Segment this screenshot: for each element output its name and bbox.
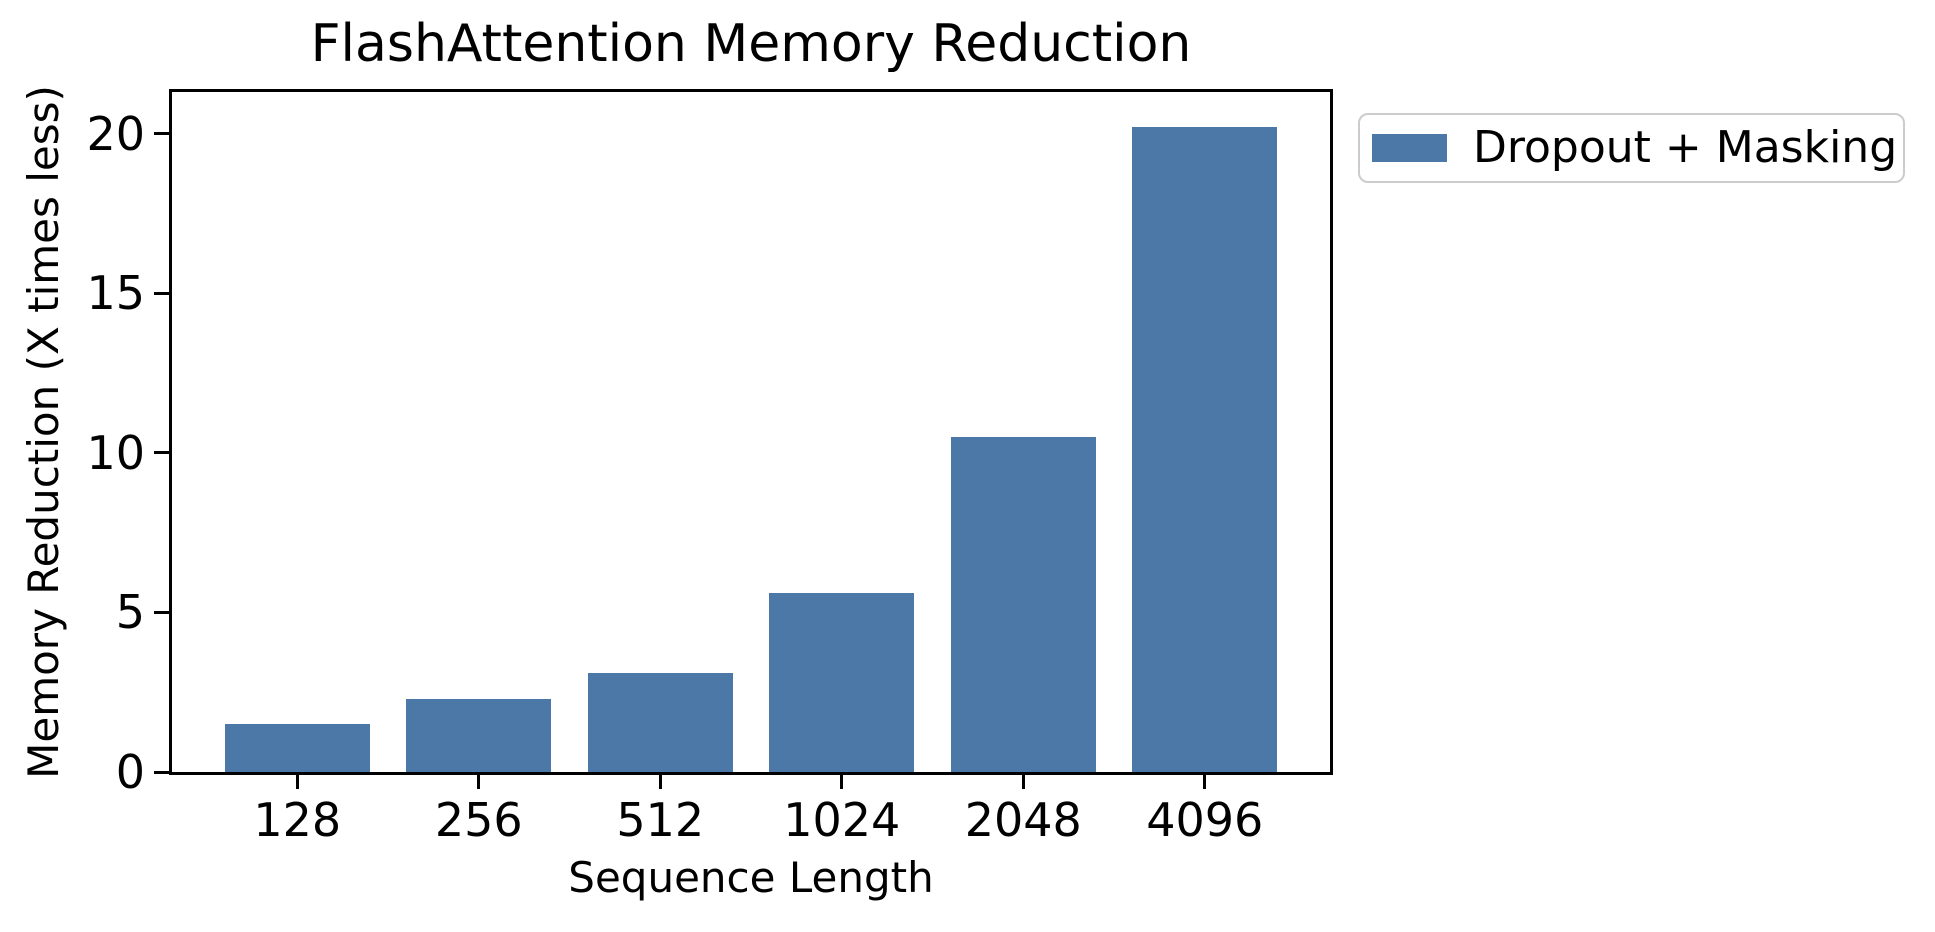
chart-title: FlashAttention Memory Reduction xyxy=(310,14,1192,74)
y-tick-20 xyxy=(154,132,169,135)
legend: Dropout + Masking xyxy=(1358,113,1905,183)
legend-label: Dropout + Masking xyxy=(1473,122,1898,173)
bar-128 xyxy=(224,724,370,772)
x-axis-label: Sequence Length xyxy=(568,853,934,902)
bar-2048 xyxy=(950,436,1096,772)
legend-swatch xyxy=(1372,134,1447,162)
y-tick-label-5: 5 xyxy=(115,585,145,640)
y-tick-10 xyxy=(154,451,169,455)
x-tick-128 xyxy=(295,774,299,789)
x-tick-512 xyxy=(658,774,662,789)
y-tick-0 xyxy=(154,770,169,774)
y-tick-label-10: 10 xyxy=(86,425,145,480)
y-tick-15 xyxy=(154,291,169,295)
y-tick-label-20: 20 xyxy=(86,106,145,161)
x-tick-1024 xyxy=(840,774,844,789)
plot-area xyxy=(172,92,1330,772)
y-tick-5 xyxy=(154,610,169,614)
bar-512 xyxy=(587,673,733,772)
x-tick-4096 xyxy=(1203,774,1207,789)
x-tick-256 xyxy=(477,774,481,789)
y-tick-label-0: 0 xyxy=(115,745,145,799)
x-tick-label-256: 256 xyxy=(434,793,523,847)
x-tick-label-128: 128 xyxy=(253,793,342,847)
x-tick-label-4096: 4096 xyxy=(1146,793,1264,847)
bar-4096 xyxy=(1132,127,1278,772)
bar-256 xyxy=(406,698,552,772)
x-tick-label-1024: 1024 xyxy=(783,793,901,847)
bar-1024 xyxy=(769,593,915,772)
x-tick-label-512: 512 xyxy=(616,793,705,847)
x-tick-2048 xyxy=(1021,774,1025,789)
x-tick-label-2048: 2048 xyxy=(964,793,1082,847)
y-tick-label-15: 15 xyxy=(86,266,145,321)
